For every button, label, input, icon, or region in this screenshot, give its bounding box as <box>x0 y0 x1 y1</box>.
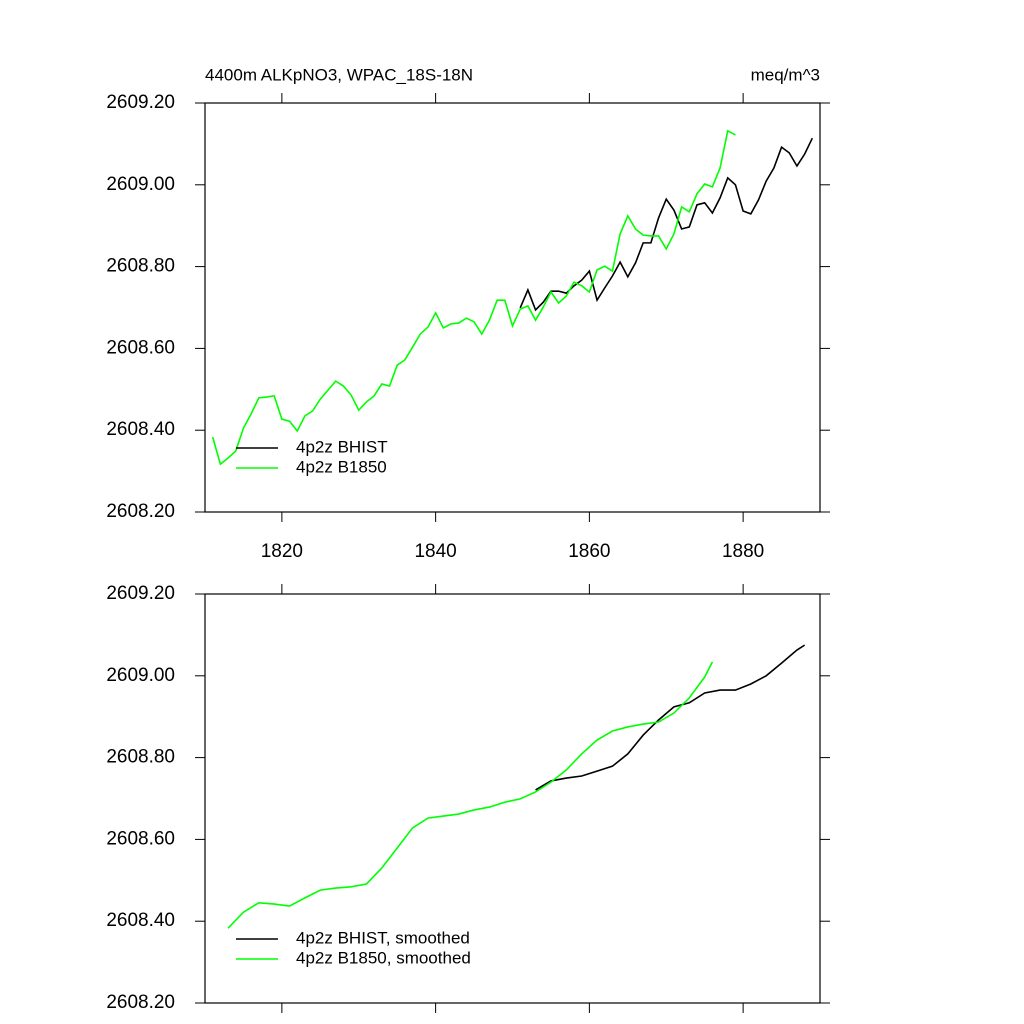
y-tick-label: 2608.80 <box>106 256 175 277</box>
plot-frame <box>204 593 821 1004</box>
y-tick-label: 2608.60 <box>106 337 175 358</box>
series-line <box>535 644 806 791</box>
series-line <box>211 129 736 466</box>
y-tick-label: 2609.20 <box>106 92 175 113</box>
y-tick-label: 2609.00 <box>106 665 175 686</box>
series-line <box>227 661 714 929</box>
y-tick-label: 2608.80 <box>106 747 175 768</box>
y-tick-label: 2608.20 <box>106 501 175 522</box>
y-tick-label: 2609.20 <box>106 583 175 604</box>
units-label: meq/m^3 <box>751 65 820 84</box>
x-tick-label: 1820 <box>261 541 303 562</box>
series-line <box>519 137 814 312</box>
x-tick-label: 1880 <box>722 541 764 562</box>
y-tick-label: 2608.60 <box>106 828 175 849</box>
plot-frame <box>204 102 821 513</box>
legend-label: 4p2z BHIST, smoothed <box>296 928 470 947</box>
x-tick-label: 1860 <box>568 541 610 562</box>
y-tick-label: 2609.00 <box>106 174 175 195</box>
y-tick-label: 2608.20 <box>106 992 175 1013</box>
legend-label: 4p2z B1850, smoothed <box>296 948 471 967</box>
legend-label: 4p2z B1850 <box>296 457 387 476</box>
chart-title: 4400m ALKpNO3, WPAC_18S-18N <box>205 65 473 84</box>
y-tick-label: 2608.40 <box>106 910 175 931</box>
y-tick-label: 2608.40 <box>106 419 175 440</box>
legend-label: 4p2z BHIST <box>296 437 388 456</box>
x-tick-label: 1840 <box>414 541 456 562</box>
